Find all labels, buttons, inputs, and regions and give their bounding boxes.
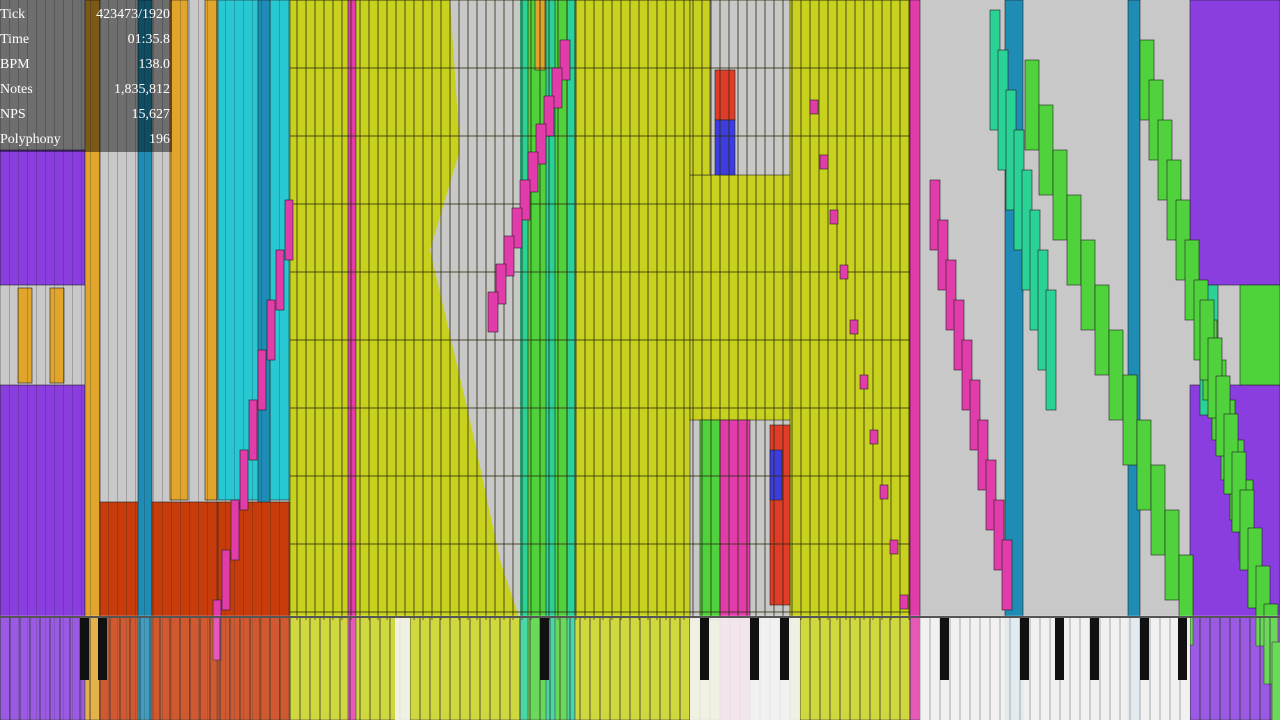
stat-value: 01:35.8 [128,32,170,47]
note [1271,641,1280,720]
note [937,219,949,291]
stat-label: Time [0,32,29,47]
stat-label: BPM [0,57,30,72]
keyboard [0,615,1280,720]
stat-label: Tick [0,7,25,22]
note [879,484,889,500]
note [977,419,989,491]
note [535,123,547,165]
note [1080,239,1096,331]
note [1038,104,1054,196]
stat-value: 138.0 [139,57,171,72]
note [1108,329,1124,421]
black-key [1055,618,1064,680]
note [1239,284,1280,386]
note [839,264,849,280]
note [969,379,981,451]
note [221,549,231,611]
black-key [1020,618,1029,680]
note [993,499,1005,571]
note [1001,539,1013,611]
note [899,594,909,610]
stat-value: 196 [149,132,170,147]
black-key [1140,618,1149,680]
note [859,374,869,390]
note [1045,289,1057,411]
column-lines [0,0,290,720]
note [543,95,555,137]
note [889,539,899,555]
note [559,39,571,81]
note [1136,419,1152,511]
note [961,339,973,411]
note [519,179,531,221]
black-key [80,618,89,680]
note [527,151,539,193]
note [1094,284,1110,376]
note [909,0,921,720]
white-keys [395,618,410,720]
note [1052,149,1068,241]
note [212,599,222,661]
note [953,299,965,371]
stat-label: Polyphony [0,132,61,147]
note [239,449,249,511]
note [929,179,941,251]
note [1127,0,1141,720]
note [1122,374,1138,466]
stats-panel [0,0,172,152]
note [985,459,997,531]
note [551,67,563,109]
note [1024,59,1040,151]
black-key [700,618,709,680]
note [248,399,258,461]
note [1066,194,1082,286]
black-key [98,618,107,680]
black-key [750,618,759,680]
black-key [1178,618,1187,680]
note [809,99,819,115]
note [284,199,294,261]
note [230,499,240,561]
note [1150,464,1166,556]
note [495,263,507,305]
note [849,319,859,335]
note [829,209,839,225]
note [266,299,276,361]
note [503,235,515,277]
stat-value: 423473/1920 [96,7,170,22]
black-key [780,618,789,680]
note [257,349,267,411]
black-key [540,618,549,680]
note [487,291,499,333]
black-key [940,618,949,680]
note [869,429,879,445]
note [1164,509,1180,601]
grid [290,0,910,620]
stat-value: 1,835,812 [114,82,170,97]
stat-label: Notes [0,82,33,97]
stat-label: NPS [0,107,26,122]
stats-overlay: Tick 423473/1920 Time 01:35.8 BPM 138.0 Notes 1… [0,0,172,152]
note [945,259,957,331]
black-key [1090,618,1099,680]
note [1189,0,1280,286]
note [275,249,285,311]
note [511,207,523,249]
note [819,154,829,170]
stat-value: 15,627 [132,107,171,122]
